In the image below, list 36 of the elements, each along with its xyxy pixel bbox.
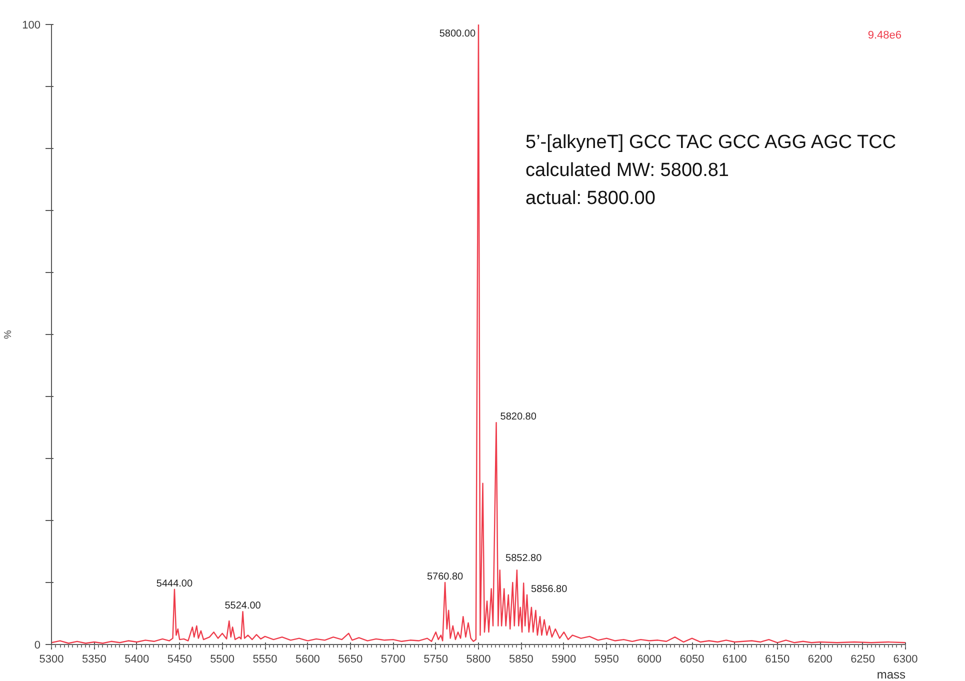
- annotation: actual: 5800.00: [526, 188, 656, 209]
- annotation: 5856.80: [531, 584, 568, 595]
- annotation: 9.48e6: [868, 30, 902, 42]
- x-tick-label: 6200: [808, 654, 832, 666]
- annotation: calculated MW: 5800.81: [526, 160, 729, 181]
- x-tick-label: 5750: [424, 654, 448, 666]
- annotation: 5760.80: [426, 572, 464, 582]
- annotation: 5820.80: [500, 412, 537, 423]
- y-tick-label: 100: [22, 20, 41, 32]
- x-tick-label: 6100: [722, 654, 747, 666]
- x-tick-label: 6000: [637, 654, 662, 666]
- annotation: 5852.80: [506, 553, 542, 564]
- x-tick-label: 5700: [380, 654, 406, 666]
- x-tick-label: 5650: [338, 654, 363, 666]
- x-tick-label: 6150: [765, 654, 790, 666]
- x-tick-label: 5850: [508, 654, 534, 666]
- annotation: 5444.00: [156, 578, 193, 590]
- y-axis-title: %: [3, 330, 14, 339]
- x-tick-label: 6250: [850, 654, 876, 666]
- x-tick-label: 6300: [893, 654, 918, 666]
- annotation: 5’-[alkyneT] GCC TAC GCC AGG AGC TCC: [526, 132, 896, 153]
- x-tick-label: 5450: [167, 654, 192, 666]
- x-tick-label: 5950: [594, 654, 619, 666]
- x-tick-label: 5500: [210, 654, 235, 666]
- x-tick-label: 6050: [680, 654, 704, 666]
- annotation: 5524.00: [224, 600, 262, 612]
- x-tick-label: 5400: [124, 654, 150, 666]
- x-tick-label: 5550: [252, 654, 278, 666]
- x-tick-label: 5600: [295, 654, 320, 666]
- x-tick-label: 5800: [466, 654, 491, 666]
- x-tick-label: 5900: [552, 654, 576, 666]
- x-tick-label: 5300: [39, 654, 64, 666]
- x-tick-label: 5350: [82, 654, 106, 666]
- y-tick-label: 0: [34, 640, 41, 652]
- x-axis-title: mass: [876, 668, 906, 681]
- annotation: 5800.00: [439, 28, 476, 40]
